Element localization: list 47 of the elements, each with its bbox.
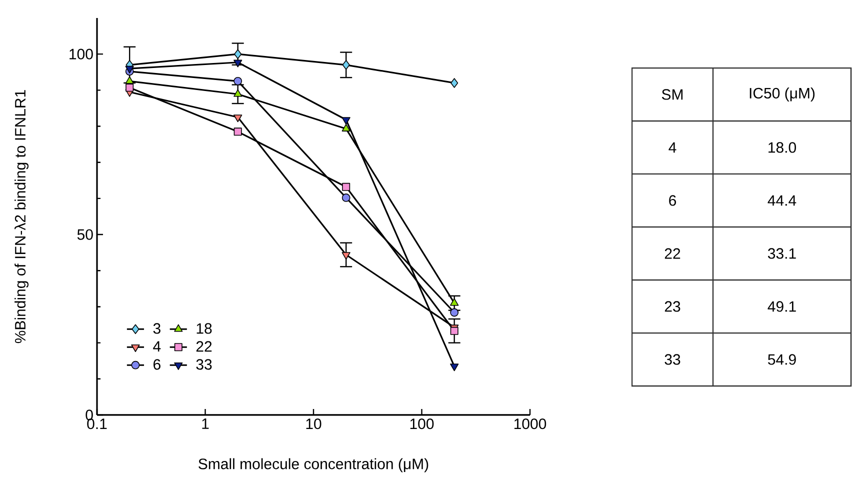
x-tick-label: 0.1 xyxy=(87,418,107,430)
point xyxy=(342,252,350,260)
text: 54.9 xyxy=(768,354,796,365)
legend-label: 33 xyxy=(196,359,212,370)
legend-label: 4 xyxy=(153,341,161,352)
x-tick-label: 10 xyxy=(306,418,322,430)
category-label: 4 xyxy=(668,142,676,153)
legend-label: 3 xyxy=(153,323,160,334)
point xyxy=(450,298,459,306)
point xyxy=(450,364,459,372)
x-tick-label: 100 xyxy=(410,418,434,430)
category-label: 22 xyxy=(664,248,680,259)
x-tick-label: 1 xyxy=(202,418,209,429)
text: 18.0 xyxy=(768,142,796,153)
x-axis-title: Small molecule concentration (μM) xyxy=(198,458,428,472)
category-label: 6 xyxy=(669,195,676,206)
text: SM xyxy=(662,89,683,100)
y-tick-label: 50 xyxy=(77,229,93,240)
point xyxy=(126,84,134,92)
y-tick-label: 100 xyxy=(70,48,93,60)
x-tick-label: 1000 xyxy=(514,418,546,430)
legend-label: 6 xyxy=(154,359,160,370)
point xyxy=(342,194,350,202)
y-axis-title: %Binding of IFN-λ2 binding to IFNLR1 xyxy=(14,90,29,344)
point xyxy=(450,326,458,335)
point xyxy=(234,128,242,136)
legend-label: 18 xyxy=(196,323,212,334)
point xyxy=(450,78,458,88)
point xyxy=(342,182,350,191)
point xyxy=(234,49,242,59)
point xyxy=(342,117,350,125)
point xyxy=(342,60,350,70)
point xyxy=(450,308,459,317)
point xyxy=(234,60,242,68)
point xyxy=(234,76,242,86)
text: 44.4 xyxy=(768,195,796,206)
point xyxy=(125,76,134,84)
text: IC50 (μM) xyxy=(750,88,815,102)
point xyxy=(125,66,134,74)
category-label: 23 xyxy=(664,301,680,312)
point xyxy=(342,124,350,132)
point xyxy=(234,89,242,97)
point xyxy=(234,114,242,122)
text: 49.1 xyxy=(768,301,796,312)
category-label: 33 xyxy=(664,354,680,365)
legend-label: 22 xyxy=(196,341,212,352)
text: 33.1 xyxy=(768,248,796,259)
